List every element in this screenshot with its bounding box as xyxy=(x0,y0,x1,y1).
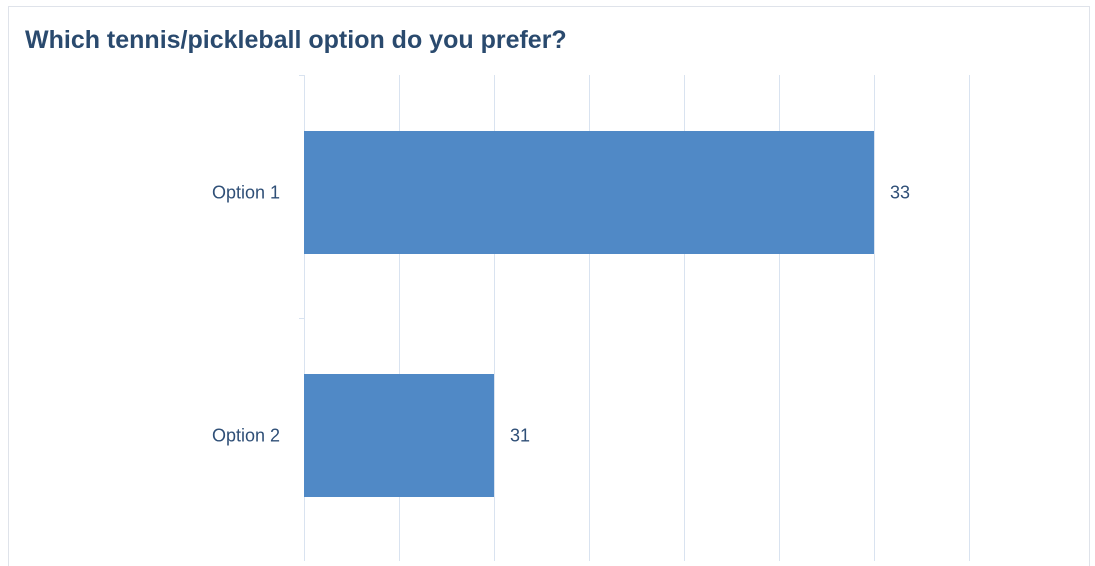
bars xyxy=(304,131,874,497)
data-label-2: 31 xyxy=(510,426,530,446)
data-label-1: 33 xyxy=(890,183,910,203)
chart-frame xyxy=(8,6,1090,566)
category-label-1: Option 1 xyxy=(212,183,280,203)
bar-1 xyxy=(304,131,874,254)
category-axis xyxy=(299,75,305,561)
labels: Option 1 33 Option 2 31 xyxy=(212,183,910,446)
chart-title: Which tennis/pickleball option do you pr… xyxy=(25,26,567,54)
category-label-2: Option 2 xyxy=(212,426,280,446)
bar-2 xyxy=(304,374,494,497)
